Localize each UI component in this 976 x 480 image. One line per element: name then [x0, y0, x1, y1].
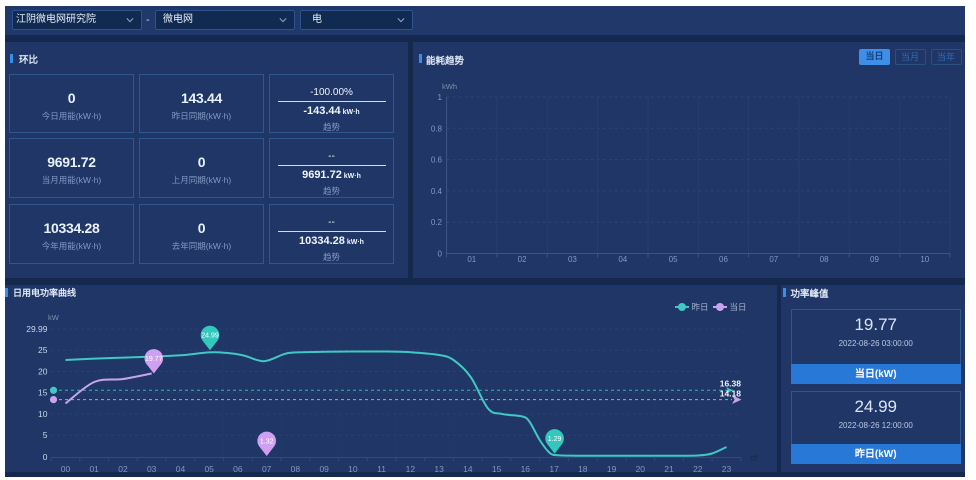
- svg-text:23: 23: [722, 464, 732, 474]
- svg-text:0: 0: [438, 250, 443, 259]
- svg-text:0.6: 0.6: [431, 156, 443, 165]
- svg-text:06: 06: [719, 255, 728, 264]
- svg-text:15: 15: [492, 464, 502, 474]
- svg-text:10: 10: [920, 255, 929, 264]
- svg-text:19.77: 19.77: [145, 356, 163, 363]
- svg-text:kWh: kWh: [442, 82, 457, 91]
- svg-text:0.8: 0.8: [431, 124, 443, 133]
- svg-text:16: 16: [521, 464, 531, 474]
- svg-text:5: 5: [43, 430, 48, 440]
- svg-text:02: 02: [518, 255, 527, 264]
- svg-text:09: 09: [870, 255, 879, 264]
- svg-text:21: 21: [664, 464, 674, 474]
- svg-text:03: 03: [568, 255, 577, 264]
- svg-text:01: 01: [89, 464, 99, 474]
- svg-text:df: df: [750, 453, 758, 463]
- svg-text:01: 01: [467, 255, 476, 264]
- svg-text:0.2: 0.2: [431, 218, 443, 227]
- svg-text:0.4: 0.4: [431, 187, 443, 196]
- svg-text:04: 04: [618, 255, 627, 264]
- svg-text:15: 15: [38, 388, 48, 398]
- svg-text:16.38: 16.38: [720, 379, 742, 389]
- svg-text:02: 02: [118, 464, 128, 474]
- svg-text:08: 08: [291, 464, 301, 474]
- svg-text:06: 06: [233, 464, 243, 474]
- svg-text:09: 09: [319, 464, 329, 474]
- svg-text:12: 12: [406, 464, 416, 474]
- svg-text:08: 08: [820, 255, 829, 264]
- svg-text:24.99: 24.99: [201, 333, 219, 340]
- svg-text:kW: kW: [48, 313, 60, 322]
- svg-text:25: 25: [38, 345, 48, 355]
- svg-text:20: 20: [636, 464, 646, 474]
- svg-text:19: 19: [607, 464, 617, 474]
- svg-text:00: 00: [61, 464, 71, 474]
- svg-text:1: 1: [438, 93, 443, 102]
- svg-text:20: 20: [38, 367, 48, 377]
- svg-text:13: 13: [434, 464, 444, 474]
- svg-text:1.32: 1.32: [260, 438, 274, 445]
- svg-text:10: 10: [38, 409, 48, 419]
- svg-text:14: 14: [463, 464, 473, 474]
- svg-text:当日: 当日: [730, 302, 747, 312]
- svg-text:05: 05: [204, 464, 214, 474]
- svg-text:18: 18: [578, 464, 588, 474]
- svg-text:22: 22: [693, 464, 703, 474]
- svg-text:14.18: 14.18: [720, 389, 742, 399]
- svg-text:1.29: 1.29: [548, 436, 562, 443]
- svg-text:07: 07: [262, 464, 272, 474]
- svg-text:04: 04: [176, 464, 186, 474]
- svg-text:昨日: 昨日: [692, 302, 709, 312]
- svg-text:07: 07: [769, 255, 778, 264]
- svg-text:0: 0: [43, 452, 48, 462]
- svg-text:03: 03: [147, 464, 157, 474]
- svg-text:17: 17: [549, 464, 559, 474]
- svg-text:29.99: 29.99: [26, 324, 48, 334]
- svg-text:05: 05: [669, 255, 678, 264]
- svg-text:10: 10: [348, 464, 358, 474]
- svg-text:11: 11: [377, 464, 386, 474]
